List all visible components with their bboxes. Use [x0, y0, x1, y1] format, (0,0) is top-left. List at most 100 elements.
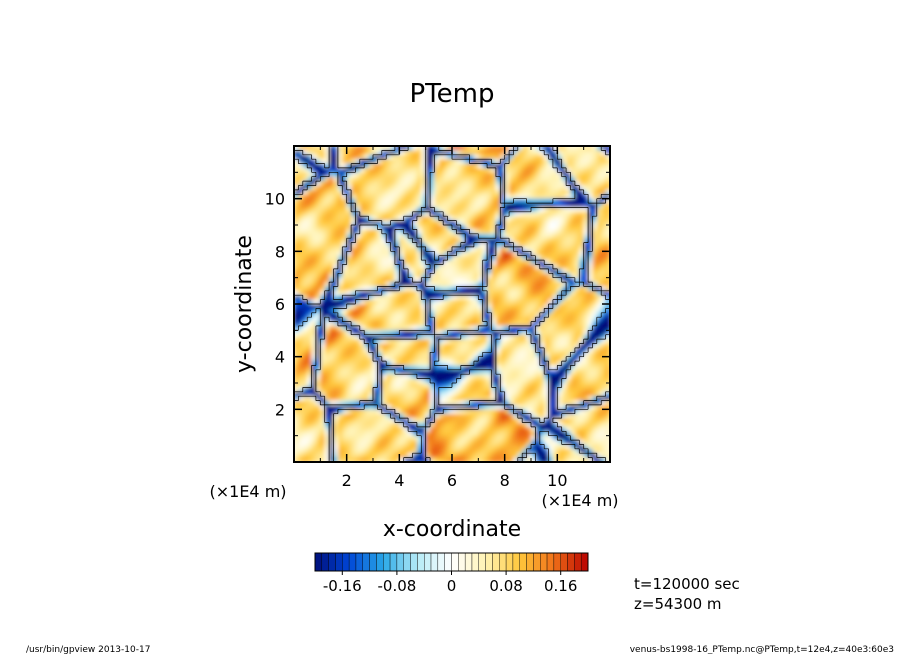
- field-cell: [307, 242, 313, 248]
- field-cell: [430, 356, 436, 362]
- field-cell: [574, 422, 580, 428]
- field-cell: [491, 154, 497, 160]
- field-cell: [561, 312, 567, 318]
- field-cell: [452, 242, 457, 248]
- field-cell: [535, 431, 541, 437]
- field-cell: [390, 378, 396, 384]
- field-cell: [504, 378, 510, 384]
- field-cell: [531, 330, 536, 336]
- field-cell: [517, 225, 523, 230]
- field-cell: [311, 343, 317, 349]
- field-cell: [381, 391, 387, 397]
- field-cell: [403, 185, 409, 191]
- field-cell: [473, 220, 479, 226]
- field-cell: [355, 251, 361, 257]
- field-cell: [311, 203, 317, 209]
- field-cell: [443, 396, 449, 402]
- field-cell: [500, 352, 506, 358]
- field-cell: [294, 290, 299, 296]
- field-cell: [294, 369, 299, 375]
- field-cell: [566, 268, 572, 274]
- field-cell: [346, 172, 352, 178]
- field-cell: [478, 299, 484, 305]
- field-cell: [394, 374, 400, 380]
- field-cell: [561, 189, 567, 195]
- field-cell: [465, 365, 471, 371]
- field-cell: [302, 334, 308, 340]
- field-cell: [557, 440, 563, 446]
- field-cell: [588, 400, 594, 406]
- field-cell: [368, 273, 374, 279]
- field-cell: [421, 176, 427, 182]
- field-cell: [482, 409, 488, 415]
- field-cell: [596, 286, 602, 292]
- field-cell: [359, 246, 365, 252]
- field-cell: [364, 242, 370, 248]
- field-cell: [557, 146, 563, 151]
- field-cell: [596, 308, 602, 314]
- field-cell: [421, 339, 427, 345]
- field-cell: [307, 277, 313, 283]
- field-cell: [487, 396, 493, 402]
- field-cell: [574, 194, 580, 200]
- field-cell: [364, 220, 370, 226]
- field-cell: [588, 150, 594, 156]
- field-cell: [438, 387, 444, 393]
- field-cell: [522, 154, 528, 160]
- field-cell: [346, 255, 352, 261]
- field-cell: [478, 163, 484, 169]
- field-cell: [531, 299, 536, 305]
- field-cell: [513, 356, 519, 362]
- field-cell: [500, 154, 506, 160]
- field-cell: [487, 435, 493, 441]
- field-cell: [416, 216, 422, 222]
- field-cell: [425, 220, 431, 226]
- field-cell: [469, 308, 475, 314]
- field-cell: [311, 255, 317, 261]
- field-cell: [373, 246, 378, 252]
- field-cell: [478, 238, 484, 244]
- field-cell: [491, 304, 497, 309]
- field-cell: [302, 207, 308, 213]
- field-cell: [561, 361, 567, 367]
- field-cell: [526, 268, 532, 274]
- field-cell: [399, 203, 405, 209]
- field-cell: [487, 304, 493, 309]
- field-cell: [500, 440, 506, 446]
- field-cell: [561, 413, 567, 419]
- field-cell: [421, 426, 427, 432]
- field-cell: [487, 378, 493, 384]
- field-cell: [359, 211, 365, 217]
- field-cell: [482, 413, 488, 419]
- field-cell: [495, 146, 501, 151]
- field-cell: [403, 409, 409, 415]
- field-cell: [364, 268, 370, 274]
- field-cell: [579, 159, 585, 165]
- field-cell: [329, 334, 335, 340]
- field-cell: [390, 172, 396, 178]
- field-cell: [487, 154, 493, 160]
- field-cell: [346, 277, 352, 283]
- field-cell: [386, 299, 392, 305]
- field-cell: [359, 413, 365, 419]
- field-cell: [460, 369, 466, 375]
- field-cell: [307, 238, 313, 244]
- field-cell: [478, 229, 484, 235]
- field-cell: [535, 378, 541, 384]
- field-cell: [456, 369, 462, 375]
- field-cell: [368, 339, 374, 345]
- field-cell: [421, 260, 427, 266]
- field-cell: [311, 352, 317, 358]
- field-cell: [447, 255, 453, 261]
- field-cell: [579, 347, 585, 353]
- field-cell: [298, 181, 304, 187]
- field-cell: [460, 189, 466, 195]
- field-cell: [469, 435, 475, 441]
- field-cell: [605, 242, 610, 248]
- field-cell: [333, 163, 339, 169]
- field-cell: [596, 422, 602, 428]
- field-cell: [500, 312, 506, 318]
- field-cell: [531, 418, 536, 424]
- field-cell: [425, 383, 431, 388]
- field-cell: [351, 365, 357, 371]
